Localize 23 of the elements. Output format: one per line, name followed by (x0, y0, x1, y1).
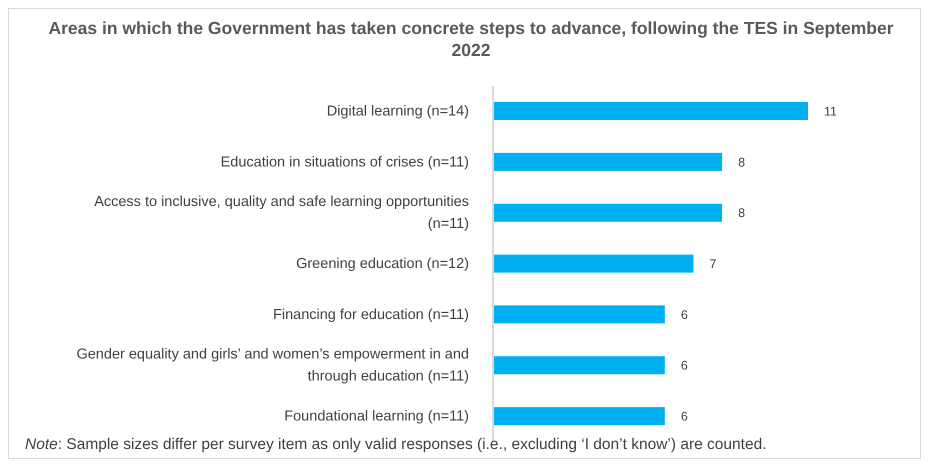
y-tick-label: Gender equality and girls’ and women’s empowerment in and through education (n=11) (76, 346, 469, 385)
chart-title: Areas in which the Government has taken concrete steps to advance, following the TES in September 2022 (47, 17, 895, 61)
bar (493, 152, 722, 171)
bar (493, 102, 808, 120)
annotation: Note: Sample sizes differ per survey item as only valid responses (i.e., excluding ‘I don’t know’) are counted. (25, 436, 766, 453)
data-label: 8 (738, 155, 746, 170)
y-tick-label: Digital learning (n=14) (326, 103, 469, 120)
data-label: 7 (709, 257, 716, 272)
data-label: 6 (680, 410, 688, 424)
bar (493, 356, 665, 374)
data-label: 6 (680, 308, 688, 322)
bar (493, 407, 665, 426)
data-label: 6 (680, 358, 688, 373)
bar (493, 254, 694, 273)
y-tick-label: Financing for education (n=11) (272, 306, 469, 323)
bar (493, 204, 722, 222)
y-tick-label: Greening education (n=12) (296, 256, 469, 272)
y-tick-label: Access to inclusive, quality and safe learning opportunities (n=11) (94, 194, 469, 232)
data-label: 11 (824, 104, 838, 118)
bar (493, 305, 665, 324)
data-label: 8 (738, 206, 746, 220)
y-tick-label: Foundational learning (n=11) (284, 408, 469, 425)
y-tick-label: Education in situations of crises (n=11) (220, 154, 469, 170)
